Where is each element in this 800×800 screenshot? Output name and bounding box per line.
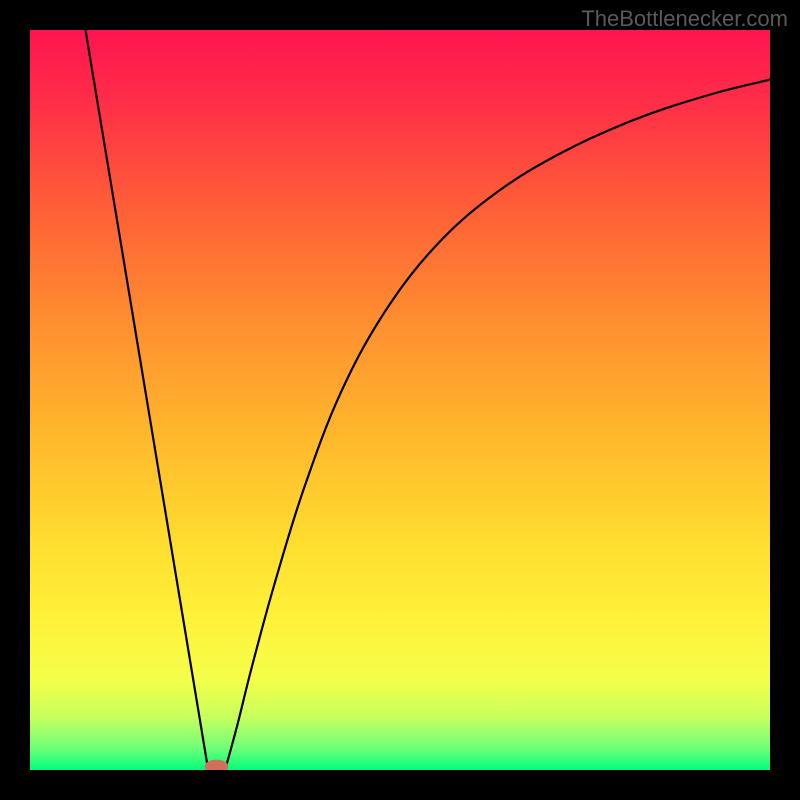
chart-background [30,30,770,770]
bottleneck-chart [30,30,770,770]
watermark-text: TheBottlenecker.com [581,6,788,32]
chart-svg [30,30,770,770]
